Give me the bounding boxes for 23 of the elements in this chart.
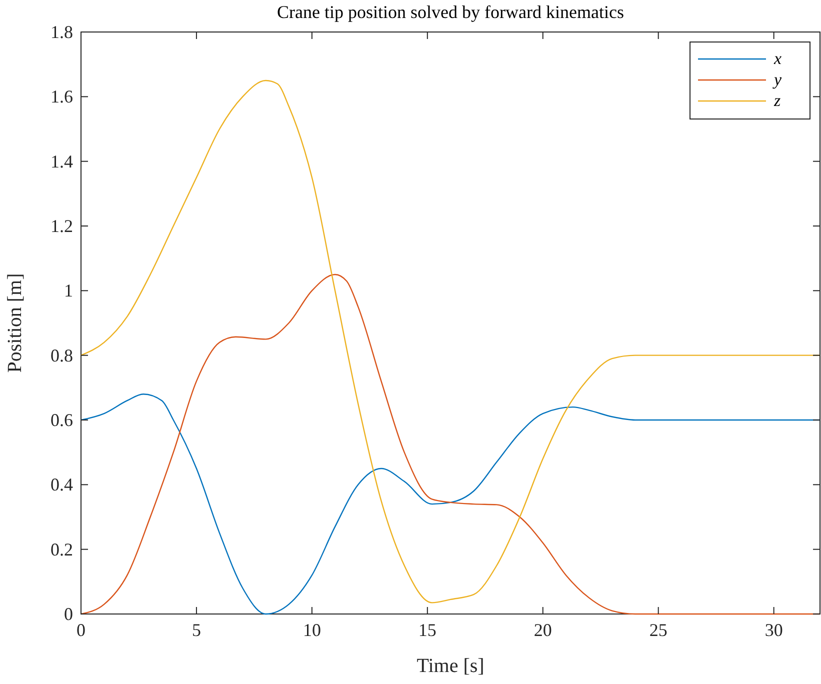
legend-label: z (773, 91, 781, 110)
x-tick-label: 0 (76, 620, 86, 640)
x-axis-title: Time [s] (416, 655, 484, 677)
legend-label: y (772, 70, 782, 89)
y-axis-title: Position [m] (4, 273, 26, 373)
y-tick-label: 1.6 (50, 86, 73, 107)
x-tick-label: 10 (302, 620, 321, 640)
y-tick-label: 0 (64, 604, 73, 624)
x-tick-label: 30 (764, 620, 783, 640)
x-tick-label: 25 (649, 620, 668, 640)
y-tick-label: 0.2 (50, 539, 73, 560)
x-tick-label: 5 (192, 620, 201, 640)
x-tick-label: 15 (418, 620, 436, 640)
x-tick-label: 20 (534, 620, 552, 640)
chart-title: Crane tip position solved by forward kinematics (277, 2, 624, 22)
y-tick-label: 1.8 (50, 22, 73, 42)
y-tick-label: 0.4 (50, 474, 73, 495)
y-tick-label: 0.8 (50, 345, 73, 366)
legend-label: x (773, 49, 782, 68)
y-tick-label: 0.6 (50, 410, 73, 430)
y-tick-label: 1.2 (50, 216, 73, 236)
y-tick-label: 1 (64, 280, 73, 301)
y-tick-label: 1.4 (50, 151, 73, 172)
